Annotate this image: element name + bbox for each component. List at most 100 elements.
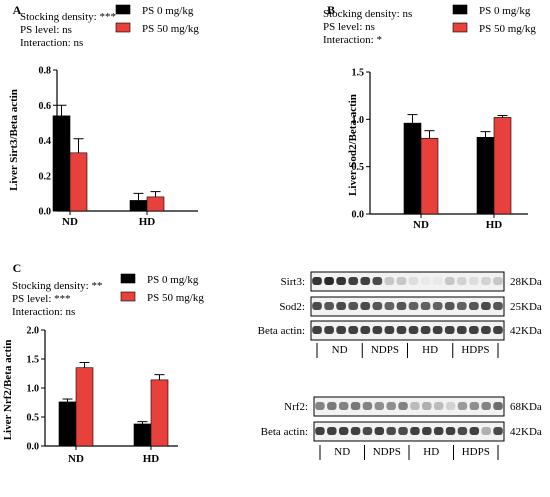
legend-swatch	[115, 4, 131, 15]
y-tick-label: 0.5	[352, 162, 365, 173]
blot-band	[386, 427, 396, 435]
blot-band	[324, 277, 334, 285]
blot-band	[324, 302, 334, 310]
blot-band	[324, 326, 334, 334]
blot-band	[410, 402, 420, 410]
bar-ps0-nd	[58, 401, 77, 447]
blot-band	[408, 302, 419, 310]
y-tick-label: 0.5	[27, 413, 40, 424]
western-blot-nrf2: Nrf2: 68KDa Beta actin: 42KDa ND NDPS HD HDPS	[261, 396, 542, 460]
legend-label: PS 50 mg/kg	[147, 292, 204, 304]
stats-line: PS level: ***	[12, 293, 71, 305]
blot-band	[493, 277, 503, 285]
y-tick-label: 1.5	[27, 355, 40, 366]
blot-band	[360, 302, 371, 310]
x-category-label: HD	[143, 453, 160, 465]
blot-band	[493, 302, 503, 310]
blot-kda-label: 28KDa	[510, 276, 542, 288]
legend-swatch	[452, 22, 468, 33]
blot-band	[493, 326, 503, 334]
blot-band	[362, 402, 373, 410]
blot-group-label: HDPS	[462, 446, 490, 458]
blot-band	[384, 302, 395, 310]
blot-row-label: Sod2:	[279, 301, 305, 313]
y-tick-label: 0.2	[39, 171, 52, 182]
blot-band	[444, 277, 455, 285]
blot-row-label: Nrf2:	[284, 401, 308, 413]
blot-band	[456, 277, 467, 285]
blot-band	[315, 427, 325, 435]
blot-band	[410, 427, 420, 435]
blot-band	[374, 427, 385, 435]
x-category-label: HD	[139, 216, 156, 228]
stats-line: PS level: ns	[20, 24, 72, 36]
bar-ps0-nd	[52, 115, 71, 212]
y-tick-label: 0.6	[39, 101, 52, 112]
blot-kda-label: 42KDa	[510, 325, 542, 337]
y-tick-label: 2.0	[27, 326, 40, 337]
blot-band	[372, 326, 383, 334]
bar-ps50-hd	[146, 196, 165, 212]
blot-kda-label: 42KDa	[510, 426, 542, 438]
blot-band	[422, 402, 432, 410]
panel-label: C	[13, 261, 22, 275]
blot-band	[360, 326, 371, 334]
blot-band	[398, 427, 408, 435]
blot-kda-label: 68KDa	[510, 401, 542, 413]
blot-band	[457, 427, 468, 435]
blot-kda-label: 25KDa	[510, 301, 542, 313]
blot-band	[445, 402, 456, 410]
blot-band	[348, 326, 359, 334]
blot-band	[481, 326, 491, 334]
blot-band	[457, 402, 468, 410]
legend-label: PS 50 mg/kg	[142, 23, 199, 35]
bar-ps50-hd	[150, 379, 169, 447]
blot-band	[408, 277, 419, 285]
blot-band	[432, 326, 443, 334]
blot-band	[362, 427, 373, 435]
blot-band	[338, 402, 349, 410]
blot-band	[481, 402, 491, 410]
western-blot-sirt3-sod2: Sirt3: 28KDa Sod2: 25KDa Beta actin: 42KDa ND N…	[258, 271, 542, 358]
x-category-label: ND	[68, 453, 84, 465]
blot-band	[481, 427, 491, 435]
blot-group-label: ND	[334, 446, 350, 458]
blot-strip	[310, 271, 505, 292]
blot-band	[433, 427, 444, 435]
blot-band	[372, 302, 383, 310]
blot-band	[360, 277, 371, 285]
y-tick-label: 0.0	[27, 442, 40, 453]
blot-group-label: NDPS	[371, 344, 399, 356]
stats-line: Stocking density: ***	[20, 11, 116, 23]
bar-ps50-nd	[75, 367, 94, 447]
blot-band	[396, 277, 407, 285]
y-axis-label: Liver Sod2/Beta actin	[347, 94, 359, 196]
blot-band	[336, 326, 346, 334]
y-tick-label: 1.5	[352, 68, 365, 79]
blot-band	[315, 402, 325, 410]
blot-row-label: Beta actin:	[258, 325, 305, 337]
blot-group-label: HDPS	[461, 344, 489, 356]
blot-group-label: HD	[422, 344, 438, 356]
legend-label: PS 0 mg/kg	[479, 5, 531, 17]
blot-band	[469, 277, 479, 285]
blot-band	[338, 427, 349, 435]
y-tick-label: 0.8	[39, 66, 52, 77]
blot-band	[348, 277, 359, 285]
blot-band	[350, 427, 361, 435]
blot-band	[327, 402, 337, 410]
blot-band	[469, 326, 479, 334]
stats-line: Interaction: ns	[12, 306, 75, 318]
legend-label: PS 0 mg/kg	[147, 274, 199, 286]
blot-band	[432, 302, 443, 310]
bar-ps0-hd	[129, 200, 148, 212]
panel-label: A	[13, 3, 22, 17]
blot-band	[396, 302, 407, 310]
legend-label: PS 50 mg/kg	[479, 23, 536, 35]
bar-ps0-hd	[476, 137, 495, 215]
legend-label: PS 0 mg/kg	[142, 5, 194, 17]
blot-band	[420, 302, 431, 310]
